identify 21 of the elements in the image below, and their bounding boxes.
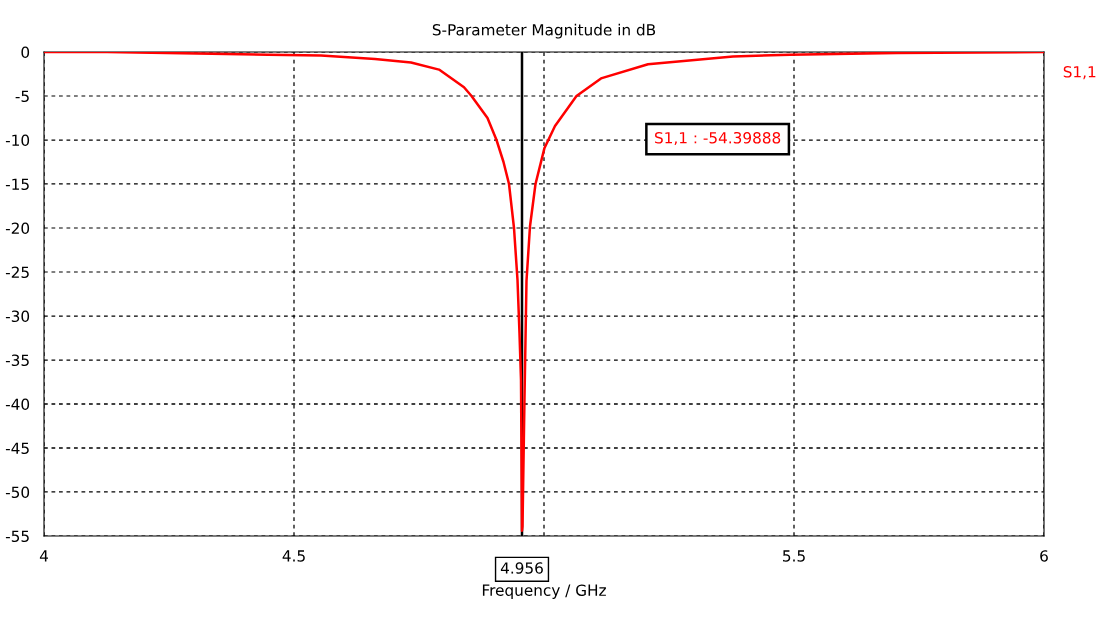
y-tick-label: -20: [5, 222, 30, 235]
chart-title: S-Parameter Magnitude in dB: [432, 23, 656, 39]
y-tick-label: -10: [5, 134, 30, 147]
x-tick-label: 4.5: [282, 550, 305, 562]
y-tick-label: -35: [5, 354, 29, 367]
y-tick-label: -30: [5, 310, 30, 323]
y-tick-label: -25: [5, 266, 29, 279]
y-tick-label: -45: [5, 442, 29, 455]
x-tick-label: 6: [1040, 550, 1048, 562]
y-tick-label: -50: [5, 486, 30, 499]
y-tick-label: -55: [5, 530, 29, 543]
x-tick-label: 5.5: [783, 550, 805, 562]
x-tick-label: 4: [39, 550, 48, 562]
y-tick-label: -15: [5, 178, 29, 191]
y-tick-label: -5: [15, 90, 29, 103]
y-tick-label: -40: [5, 398, 30, 411]
ref-line-label: 4.956: [500, 562, 543, 574]
x-axis-title: Frequency / GHz: [482, 584, 606, 599]
y-tick-label: 0: [21, 46, 30, 59]
series-label: S1,1: [1063, 66, 1096, 80]
annotation: S1,1 : -54.39888: [655, 132, 781, 146]
